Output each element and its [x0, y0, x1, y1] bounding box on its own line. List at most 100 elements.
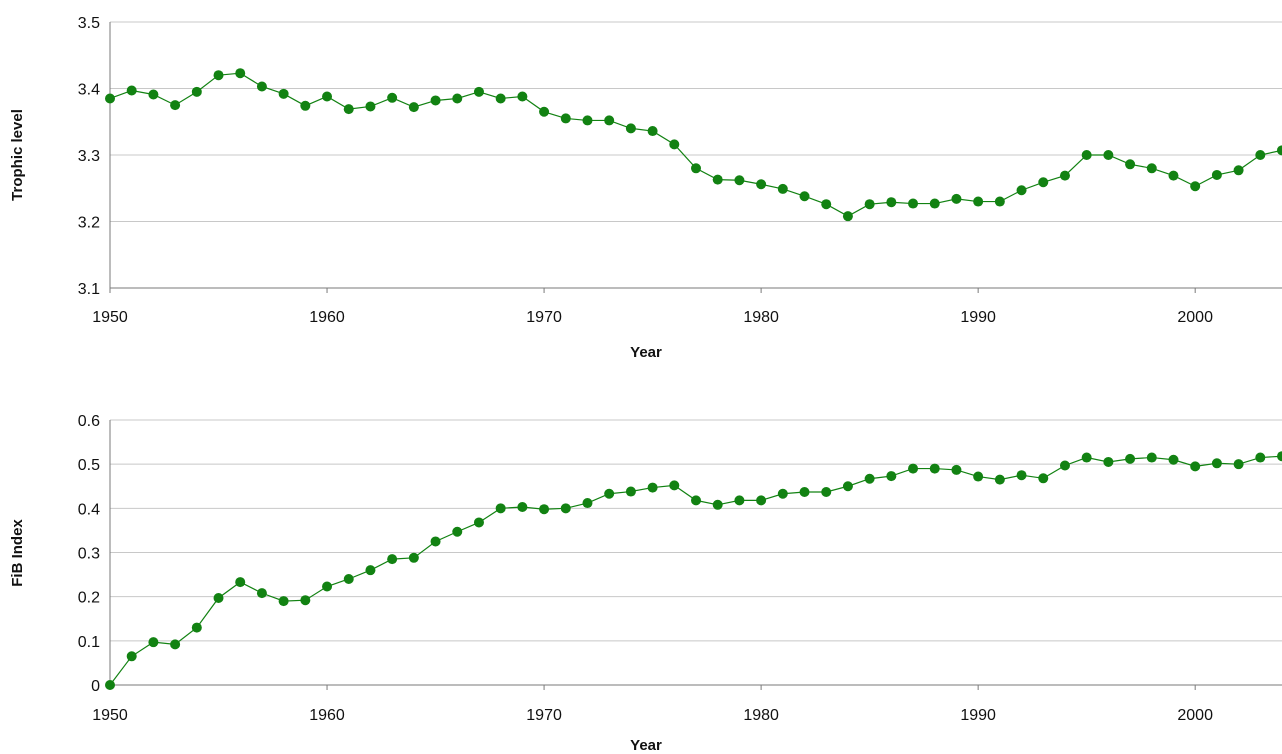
data-point — [495, 93, 506, 104]
y-axis-label: FiB Index — [9, 519, 26, 587]
data-point — [994, 196, 1005, 207]
x-tick-label: 1990 — [960, 707, 996, 724]
data-point — [278, 596, 289, 607]
data-point — [387, 92, 398, 103]
data-point — [647, 482, 658, 493]
data-point — [1211, 458, 1222, 469]
data-point — [213, 592, 224, 603]
data-point — [278, 88, 289, 99]
data-point — [1081, 452, 1092, 463]
data-point — [473, 517, 484, 528]
data-point — [1125, 159, 1136, 170]
data-point — [387, 554, 398, 565]
x-tick-label: 1970 — [526, 707, 562, 724]
y-tick-label: 0.2 — [78, 590, 100, 607]
data-point — [452, 526, 463, 537]
data-point — [495, 503, 506, 514]
data-point — [973, 471, 984, 482]
data-point — [647, 126, 658, 137]
data-point — [973, 196, 984, 207]
data-point — [300, 100, 311, 111]
data-point — [1016, 470, 1027, 481]
data-point — [929, 198, 940, 209]
data-point — [1255, 150, 1266, 160]
data-point — [365, 565, 376, 576]
data-point — [1125, 453, 1136, 464]
data-point — [1277, 145, 1282, 156]
data-point — [473, 86, 484, 97]
data-point — [951, 464, 962, 475]
data-point — [994, 474, 1005, 485]
x-tick-label: 1990 — [960, 309, 996, 326]
data-point — [625, 123, 636, 134]
data-point — [1168, 454, 1179, 465]
data-point — [712, 174, 723, 185]
x-tick-label: 1960 — [309, 707, 345, 724]
y-tick-label: 3.5 — [78, 15, 100, 32]
x-tick-label: 1970 — [526, 309, 562, 326]
data-point — [517, 91, 528, 102]
series-line — [109, 455, 1282, 686]
data-point — [148, 637, 159, 648]
data-point — [1103, 456, 1114, 467]
x-tick-label: 1960 — [309, 309, 345, 326]
data-point — [799, 486, 810, 497]
data-point — [343, 104, 354, 115]
data-point — [1059, 460, 1070, 471]
data-point — [908, 198, 919, 209]
data-point — [408, 102, 419, 113]
data-point — [691, 495, 701, 506]
data-point — [1211, 169, 1222, 180]
y-tick-label: 0.5 — [78, 457, 100, 474]
data-point — [734, 495, 745, 506]
data-point — [560, 113, 571, 124]
data-point — [1146, 163, 1157, 174]
data-point — [256, 588, 267, 599]
data-point — [365, 101, 376, 112]
y-tick-label: 3.1 — [78, 281, 100, 298]
data-point — [1190, 461, 1201, 472]
data-point — [1038, 177, 1049, 188]
data-point — [126, 651, 137, 662]
x-axis-label: Year — [630, 344, 662, 361]
data-point — [235, 577, 246, 588]
data-point — [539, 106, 550, 117]
data-point — [170, 100, 181, 111]
data-point — [126, 85, 137, 96]
fib-index-chart: 0 0.1 0.2 0.3 0.4 0.5 0.6 1950 1960 1970 1980 1990 2… — [9, 413, 1282, 754]
data-point — [604, 115, 615, 126]
data-point — [756, 495, 767, 506]
y-tick-label: 0.1 — [78, 634, 100, 651]
data-point — [539, 504, 550, 515]
data-point — [799, 191, 810, 202]
data-point — [821, 486, 832, 497]
data-point — [1277, 451, 1282, 462]
data-point — [864, 199, 875, 210]
x-tick-label: 1950 — [92, 309, 128, 326]
y-tick-label: 3.4 — [78, 82, 100, 99]
data-point — [322, 581, 333, 592]
data-point — [908, 463, 919, 474]
data-point — [343, 574, 354, 584]
data-point — [452, 93, 463, 104]
data-point — [691, 163, 701, 174]
x-axis-label: Year — [630, 737, 662, 754]
data-point — [625, 486, 636, 497]
data-point — [929, 463, 940, 474]
data-point — [604, 488, 615, 499]
data-point — [886, 471, 897, 482]
data-point — [430, 536, 441, 547]
data-point — [1038, 473, 1049, 484]
data-point — [1016, 185, 1027, 196]
data-point — [734, 175, 745, 186]
data-point — [1146, 452, 1157, 463]
data-point — [886, 197, 897, 208]
data-point — [213, 70, 224, 81]
data-point — [300, 595, 311, 606]
data-point — [322, 91, 333, 102]
data-point — [256, 81, 267, 92]
data-point — [235, 68, 246, 79]
data-point — [1233, 459, 1244, 470]
